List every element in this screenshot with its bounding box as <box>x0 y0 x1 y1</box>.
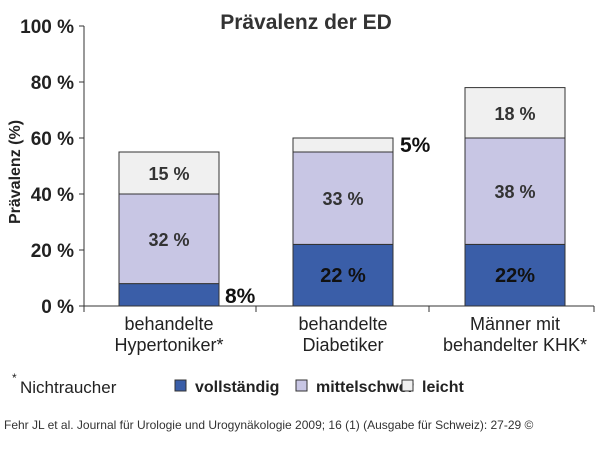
bar-segment <box>118 151 220 195</box>
legend-swatch <box>401 379 414 392</box>
bar-segment <box>292 137 394 153</box>
source-caption: Fehr JL et al. Journal für Urologie und … <box>4 418 534 432</box>
legend-label: mittelschwer <box>316 379 414 396</box>
legend-swatch <box>295 379 308 392</box>
x-tick-label: Hypertoniker* <box>114 335 223 355</box>
x-tick-label: behandelte <box>298 314 387 334</box>
legend-note-marker: * <box>12 371 17 385</box>
y-axis-label: Prävalenz (%) <box>7 120 24 224</box>
data-label: 22% <box>495 265 535 287</box>
bar-segment <box>464 87 566 139</box>
legend-note: Nichtraucher <box>20 378 117 397</box>
y-tick-label: 100 % <box>20 17 74 38</box>
x-tick-label: Männer mit <box>470 314 560 334</box>
x-tick-label: Diabetiker <box>302 335 383 355</box>
legend-label: leicht <box>422 379 464 396</box>
data-label: 33 % <box>322 189 363 209</box>
bar-segment <box>464 243 566 307</box>
chart-title: Prävalenz der ED <box>220 11 392 34</box>
y-tick-label: 40 % <box>31 185 74 206</box>
y-tick-label: 20 % <box>31 241 74 262</box>
y-tick-label: 80 % <box>31 73 74 94</box>
data-label: 22 % <box>320 265 366 287</box>
y-tick-label: 0 % <box>41 297 74 318</box>
data-label: 5% <box>400 134 431 157</box>
data-label: 8% <box>225 285 256 308</box>
data-label: 38 % <box>494 182 535 202</box>
data-label: 18 % <box>494 104 535 124</box>
data-label: 15 % <box>148 164 189 184</box>
y-tick-label: 60 % <box>31 129 74 150</box>
data-label: 32 % <box>148 230 189 250</box>
legend-swatch <box>174 379 187 392</box>
bar-segment <box>118 283 220 307</box>
x-tick-label: behandelter KHK* <box>443 335 587 355</box>
bar-segment <box>464 137 566 245</box>
bar-segment <box>118 193 220 285</box>
x-tick-label: behandelte <box>124 314 213 334</box>
legend-label: vollständig <box>195 379 279 396</box>
